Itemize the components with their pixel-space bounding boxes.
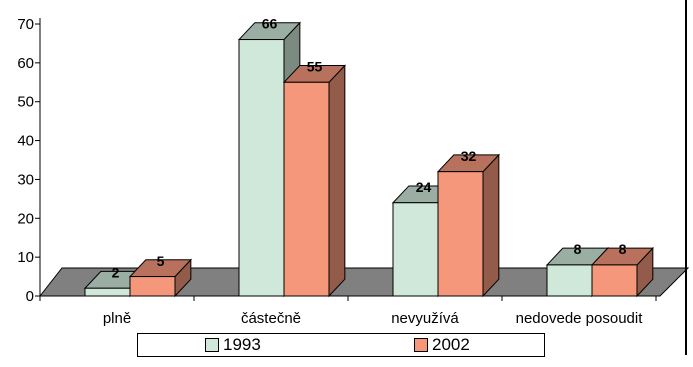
bar-1993-0: [84, 287, 131, 297]
legend-item-2002: 2002: [414, 335, 470, 354]
legend-swatch-2002: [414, 338, 428, 352]
bar-2002-1: [283, 81, 330, 297]
bar-2002-2: [437, 171, 484, 297]
data-label-1993-0: 2: [112, 264, 120, 280]
data-label-1993-2: 24: [416, 179, 432, 195]
category-label-3: nedovede posoudit: [516, 310, 644, 327]
legend-label-2002: 2002: [432, 335, 470, 354]
data-label-2002-0: 5: [157, 253, 165, 269]
data-label-2002-1: 55: [307, 58, 323, 74]
y-tick-label-40: 40: [17, 133, 34, 150]
bar-1993-2: [392, 202, 439, 297]
bar-2002-3: [591, 264, 638, 297]
category-label-0: plně: [103, 310, 131, 327]
y-tick-label-60: 60: [17, 55, 34, 72]
legend-swatch-1993: [205, 338, 219, 352]
bar-side-2002-1: [328, 64, 346, 298]
bar-1993-3: [546, 264, 593, 297]
category-label-1: částečně: [241, 310, 301, 327]
y-tick-label-0: 0: [26, 288, 34, 305]
frame-right-edge: [685, 0, 687, 355]
data-label-2002-3: 8: [619, 241, 627, 257]
bar-2002-0: [129, 276, 176, 297]
y-tick-label-50: 50: [17, 94, 34, 111]
y-tick-label-30: 30: [17, 171, 34, 188]
category-label-2: nevyužívá: [391, 310, 459, 327]
bar-1993-1: [238, 39, 285, 297]
bar-side-2002-2: [482, 153, 500, 298]
y-tick-label-10: 10: [17, 249, 34, 266]
y-tick-label-20: 20: [17, 210, 34, 227]
legend: 1993 2002: [137, 333, 545, 357]
data-label-1993-1: 66: [262, 16, 278, 32]
data-label-1993-3: 8: [574, 241, 582, 257]
y-tick-label-70: 70: [17, 16, 34, 33]
data-label-2002-2: 32: [461, 148, 477, 164]
legend-item-1993: 1993: [205, 335, 261, 354]
legend-label-1993: 1993: [223, 335, 261, 354]
